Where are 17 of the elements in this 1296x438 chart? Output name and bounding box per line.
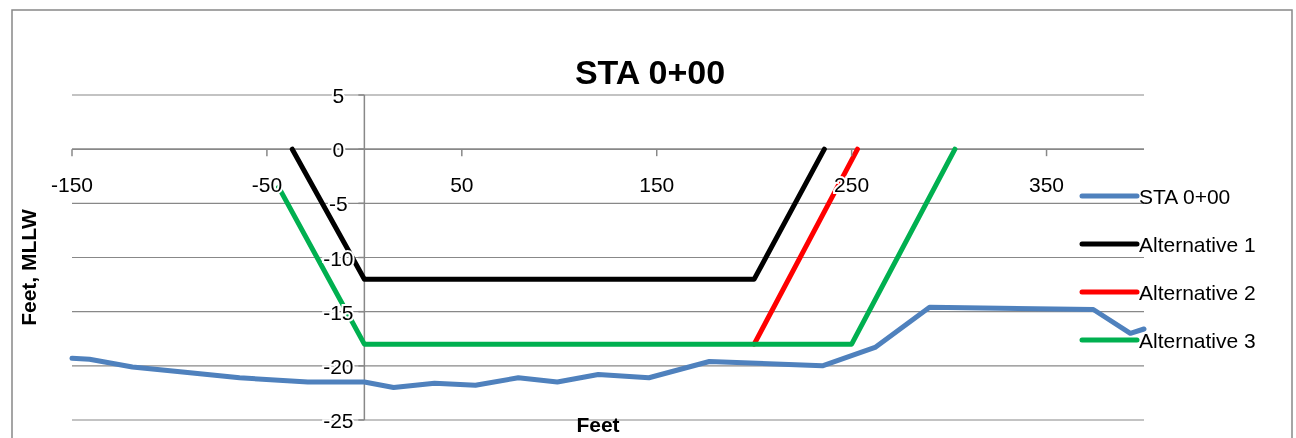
chart-title: STA 0+00 <box>574 53 726 91</box>
x-tick-label: -50 <box>251 173 283 197</box>
y-tick-label: -5 <box>329 192 348 216</box>
legend-label: Alternative 1 <box>1139 233 1256 256</box>
y-tick-label: 0 <box>332 138 345 162</box>
x-tick-label: 150 <box>639 173 675 197</box>
y-tick-label: -25 <box>323 409 354 432</box>
x-tick-label: 50 <box>450 173 474 197</box>
x-tick-label: 350 <box>1029 173 1065 197</box>
y-axis-title: Feet, MLLW <box>17 209 40 326</box>
legend-label: Alternative 3 <box>1139 329 1256 352</box>
x-axis-title: Feet <box>576 413 620 436</box>
legend-label: STA 0+00 <box>1139 185 1231 208</box>
x-tick-label: -150 <box>50 173 94 197</box>
legend-label: Alternative 2 <box>1139 281 1256 304</box>
y-tick-label: 5 <box>332 84 345 107</box>
y-tick-label: -20 <box>323 354 354 378</box>
